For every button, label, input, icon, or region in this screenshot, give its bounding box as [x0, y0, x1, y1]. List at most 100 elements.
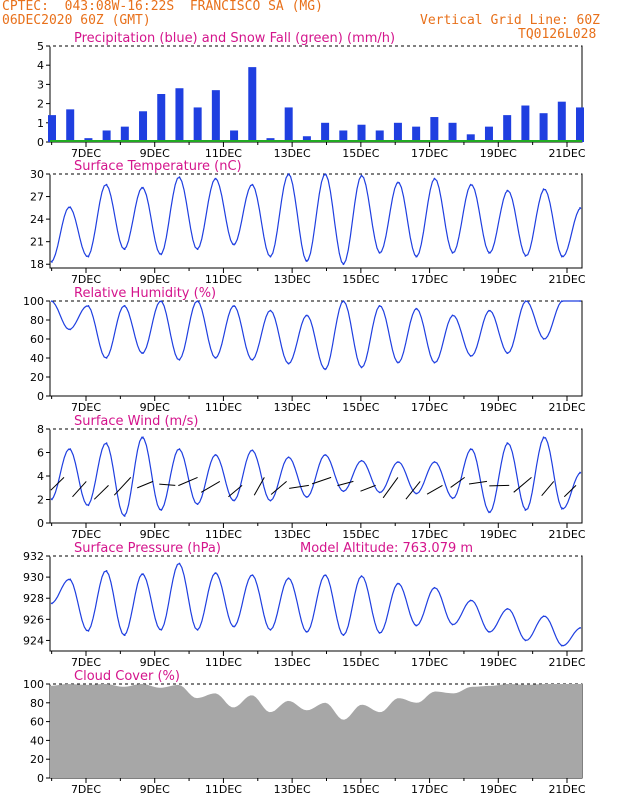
wind-point: [69, 448, 72, 450]
y-tick-label: 928: [23, 592, 44, 605]
rh-point: [160, 300, 163, 302]
panel-pres: 924 926 928 930 932 7DEC 9DEC 11DEC 13DEC 15DEC 17…: [23, 541, 586, 669]
x-tick-label: 21DEC: [548, 401, 585, 414]
temp-point: [87, 255, 90, 258]
temp-point: [124, 248, 126, 250]
temp-point: [306, 260, 308, 263]
x-tick-label: 9DEC: [140, 147, 170, 160]
pres-point: [105, 569, 108, 572]
rh-point: [105, 357, 108, 359]
panel-title: Surface Wind (m/s): [74, 414, 198, 429]
temp-point: [51, 261, 53, 263]
y-tick-label: 932: [23, 550, 44, 563]
panel-title: Surface Pressure (hPa): [74, 541, 221, 556]
wind-point: [579, 471, 581, 474]
wind-arrow: [137, 480, 154, 489]
y-tick-label: 2: [37, 494, 44, 507]
y-tick-label: 80: [30, 314, 44, 327]
panel-title: Cloud Cover (%): [74, 669, 180, 684]
wind-point: [178, 448, 181, 450]
y-tick-label: 2: [37, 98, 44, 111]
precip-bar: [120, 126, 129, 142]
y-tick-label: 40: [30, 352, 44, 365]
rh-point: [124, 304, 126, 307]
pres-point: [378, 632, 381, 634]
wind-point: [324, 454, 326, 456]
rh-point: [69, 328, 72, 331]
y-tick-label: 20: [30, 753, 44, 766]
pres-point: [560, 644, 563, 647]
header-code: TQ0126L028: [518, 27, 597, 42]
wind-point: [269, 499, 272, 502]
y-tick-label: 0: [37, 136, 44, 149]
pres-point: [306, 631, 308, 633]
x-tick-label: 13DEC: [274, 147, 311, 160]
wind-arrow: [93, 485, 109, 500]
x-tick-label: 7DEC: [71, 528, 101, 541]
y-tick-label: 0: [37, 772, 44, 785]
pres-point: [488, 631, 490, 633]
rh-point: [360, 366, 363, 369]
precip-bar: [412, 126, 421, 142]
temp-point: [342, 263, 345, 266]
x-tick-label: 7DEC: [71, 783, 101, 796]
precip-bar: [375, 130, 384, 142]
precip-bar: [466, 134, 475, 142]
wind-arrow: [563, 485, 577, 498]
temp-point: [560, 255, 563, 258]
temp-point: [524, 255, 527, 257]
precip-bar: [230, 130, 239, 142]
x-tick-label: 7DEC: [71, 147, 101, 160]
pres-point: [506, 607, 508, 610]
precip-bar: [66, 109, 75, 142]
wind-arrow: [405, 481, 421, 500]
precip-bar: [284, 107, 293, 142]
pres-point: [433, 586, 436, 589]
y-tick-label: 18: [30, 258, 44, 271]
pres-point: [287, 577, 290, 579]
panel-frame: [49, 45, 583, 143]
x-tick-label: 13DEC: [274, 401, 311, 414]
pres-point: [269, 629, 272, 631]
y-tick-label: 20: [30, 371, 44, 384]
pres-point: [397, 582, 399, 585]
temp-point: [160, 253, 163, 256]
panel-title: Surface Temperature (nC): [74, 159, 242, 174]
temp-line: [50, 173, 582, 266]
y-tick-label: 5: [37, 40, 44, 53]
wind-point: [87, 504, 90, 507]
wind-arrow: [541, 481, 555, 496]
x-tick-label: 21DEC: [548, 147, 585, 160]
x-tick-label: 21DEC: [548, 656, 585, 669]
pres-point: [233, 625, 235, 628]
y-tick-label: 930: [23, 571, 44, 584]
wind-point: [233, 499, 235, 502]
x-tick-label: 15DEC: [342, 147, 379, 160]
x-tick-label: 11DEC: [205, 401, 242, 414]
wind-point: [105, 442, 108, 444]
rh-point: [142, 352, 144, 355]
pres-point: [451, 623, 454, 626]
wind-arrow: [228, 485, 243, 498]
header-station: CPTEC: 043:08W-16:22S FRANCISCO SA (MG): [2, 0, 323, 14]
wind-arrow: [426, 484, 443, 495]
pres-line: [50, 562, 582, 647]
y-tick-label: 21: [30, 236, 44, 249]
precip-bar: [302, 136, 311, 142]
x-tick-label: 21DEC: [548, 783, 585, 796]
rh-line: [50, 300, 581, 370]
wind-point: [524, 509, 527, 511]
wind-point: [215, 454, 217, 456]
temp-point: [397, 181, 399, 184]
panel-temp: 18 21 24 27 30 7DEC 9DEC 11DEC 13DEC 15DEC 17DEC 19…: [30, 159, 586, 286]
y-tick-label: 30: [30, 168, 44, 181]
precip-bar: [539, 113, 548, 142]
pres-point: [51, 602, 53, 605]
x-tick-label: 19DEC: [480, 401, 517, 414]
temp-point: [178, 176, 181, 178]
precip-bar: [484, 126, 493, 142]
wind-arrow: [253, 477, 265, 496]
wind-point: [196, 503, 199, 506]
temp-point: [542, 188, 545, 190]
